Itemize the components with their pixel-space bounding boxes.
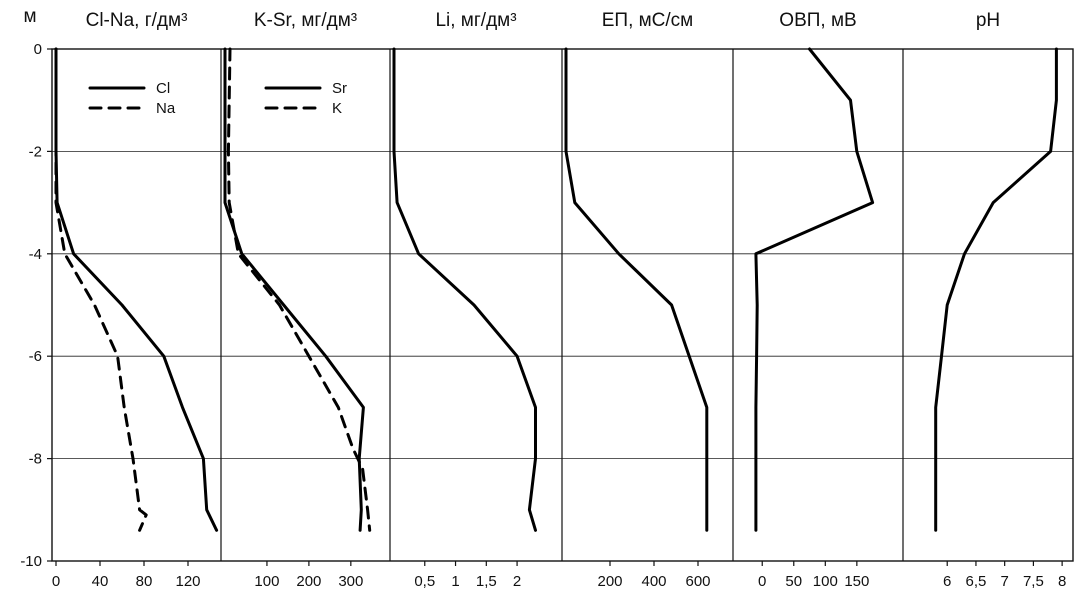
frame-layer <box>51 48 1074 566</box>
series-line-ph-pH <box>934 47 1058 532</box>
x-tick-label: 0 <box>52 573 60 590</box>
x-tick-label: 100 <box>254 573 279 590</box>
grid-layer <box>47 48 1073 562</box>
x-tick-label: 600 <box>685 573 710 590</box>
x-tick-label: 0,5 <box>414 573 435 590</box>
y-tick-label: -8 <box>29 451 42 468</box>
y-tick-label: -6 <box>29 348 42 365</box>
legend-label: Cl <box>156 80 170 97</box>
x-tick-label: 400 <box>641 573 666 590</box>
series-line-ksr-Sr <box>223 47 365 532</box>
x-tick-label: 6,5 <box>966 573 987 590</box>
series-line-ovp-ОВП <box>754 47 875 532</box>
x-tick-label: 300 <box>338 573 363 590</box>
x-tick-label: 40 <box>92 573 109 590</box>
x-tick-label: 50 <box>785 573 802 590</box>
panel-title-ksr: K-Sr, мг/дм³ <box>254 10 357 31</box>
x-tick-label: 120 <box>175 573 200 590</box>
x-tick-label: 0 <box>758 573 766 590</box>
series-line-ep-ЕП <box>564 47 709 532</box>
y-tick-label: 0 <box>34 41 42 58</box>
panel-title-ovp: ОВП, мВ <box>779 10 856 31</box>
panel-title-clna: Cl-Na, г/дм³ <box>86 10 188 31</box>
y-tick-label: -10 <box>20 553 42 570</box>
x-tick-label: 1,5 <box>476 573 497 590</box>
x-tick-label: 80 <box>136 573 153 590</box>
x-tick-label: 150 <box>844 573 869 590</box>
x-tick-label: 6 <box>943 573 951 590</box>
y-tick-label: -2 <box>29 143 42 160</box>
x-tick-label: 7,5 <box>1023 573 1044 590</box>
series-line-ksr-K <box>226 47 372 532</box>
series-line-li-Li <box>392 47 537 532</box>
x-tick-label: 1 <box>451 573 459 590</box>
legend-label: K <box>332 100 342 117</box>
series-line-clna-Na <box>54 47 148 532</box>
series-line-clna-Cl <box>54 47 219 532</box>
x-tick-label: 200 <box>296 573 321 590</box>
panel-title-li: Li, мг/дм³ <box>435 10 516 31</box>
legend-label: Na <box>156 100 176 117</box>
y-axis-label: м <box>23 6 36 27</box>
panel-title-ph: pH <box>976 10 1000 31</box>
x-tick-label: 2 <box>513 573 521 590</box>
y-tick-label: -4 <box>29 246 42 263</box>
panel-title-ep: ЕП, мС/см <box>602 10 694 31</box>
x-tick-label: 7 <box>1001 573 1009 590</box>
x-tick-label: 200 <box>597 573 622 590</box>
series-layer <box>54 47 1058 532</box>
x-tick-label: 8 <box>1058 573 1066 590</box>
x-tick-label: 100 <box>813 573 838 590</box>
legend-label: Sr <box>332 80 347 97</box>
